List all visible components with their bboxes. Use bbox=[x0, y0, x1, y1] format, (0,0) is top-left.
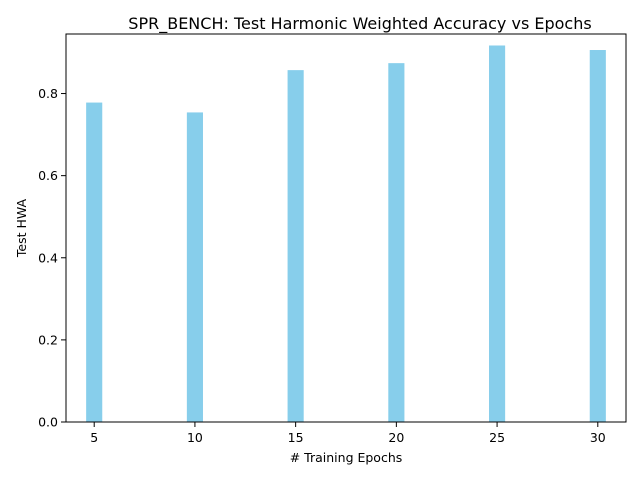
x-axis-ticks: 5 10 15 20 25 30 bbox=[90, 422, 606, 445]
bar-epoch-5 bbox=[86, 102, 103, 422]
bar-epoch-20 bbox=[388, 63, 405, 423]
y-tick-label: 0.2 bbox=[38, 332, 58, 347]
chart-title: SPR_BENCH: Test Harmonic Weighted Accura… bbox=[128, 14, 591, 34]
x-tick-label: 5 bbox=[90, 430, 98, 445]
y-tick-label: 0.8 bbox=[38, 86, 58, 101]
bar-epoch-30 bbox=[589, 50, 606, 423]
x-tick-label: 20 bbox=[388, 430, 404, 445]
y-axis-label: Test HWA bbox=[14, 198, 29, 258]
x-tick-label: 30 bbox=[590, 430, 606, 445]
x-tick-label: 25 bbox=[489, 430, 505, 445]
bar-epoch-15 bbox=[287, 70, 304, 422]
y-axis-ticks: 0.0 0.2 0.4 0.6 0.8 bbox=[38, 86, 66, 430]
y-tick-label: 0.4 bbox=[38, 250, 58, 265]
y-tick-label: 0.0 bbox=[38, 415, 58, 430]
x-tick-label: 15 bbox=[288, 430, 304, 445]
x-axis-label: # Training Epochs bbox=[290, 450, 403, 465]
y-tick-label: 0.6 bbox=[38, 168, 58, 183]
bars-group bbox=[86, 45, 606, 423]
bar-epoch-25 bbox=[489, 45, 506, 422]
plot-frame bbox=[65, 33, 627, 423]
bar-epoch-10 bbox=[186, 112, 203, 422]
x-tick-label: 10 bbox=[187, 430, 203, 445]
